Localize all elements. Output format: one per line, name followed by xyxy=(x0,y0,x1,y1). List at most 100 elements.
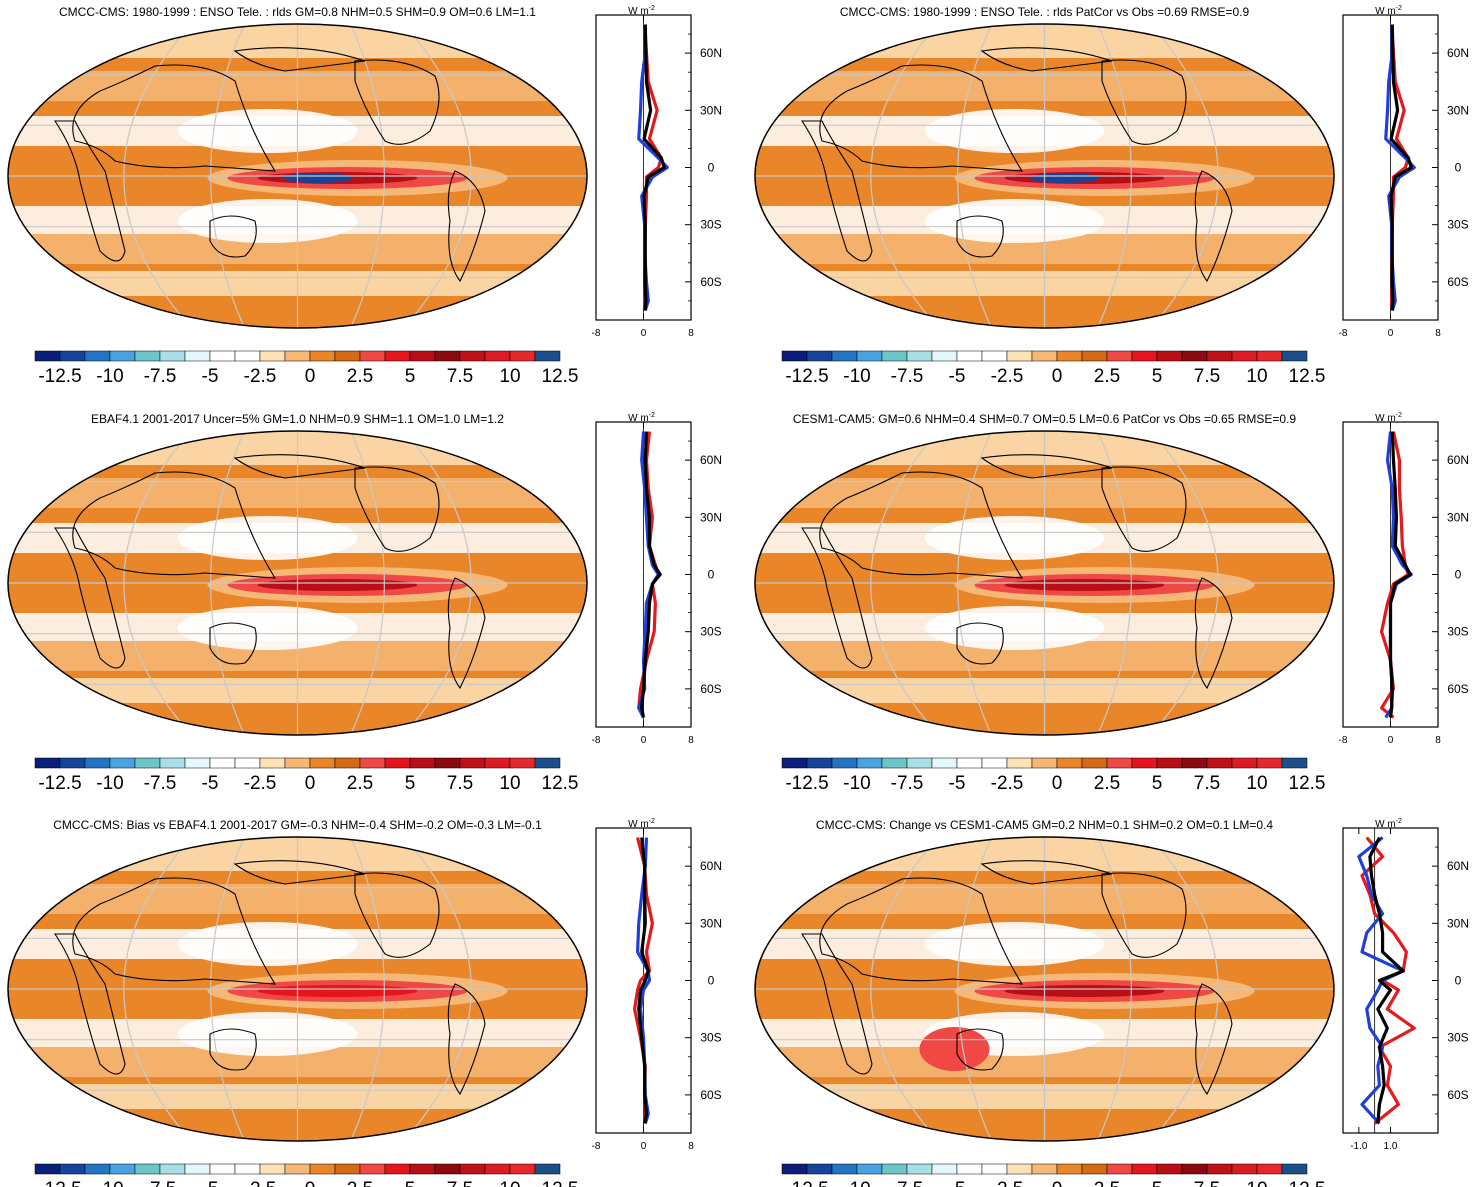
graticule-meridian xyxy=(1150,431,1219,735)
colorbar-swatch xyxy=(309,757,336,769)
graticule-meridian xyxy=(957,431,992,735)
lat-tick-label: 60N xyxy=(1447,453,1469,467)
colorbar-label: -5 xyxy=(202,773,219,794)
colorbar-swatch xyxy=(881,350,908,362)
colorbar-swatch xyxy=(459,1163,486,1175)
colorbar-label: 10 xyxy=(1246,1179,1267,1187)
colorbar-swatch xyxy=(284,1163,311,1175)
colorbar-swatch xyxy=(1006,350,1033,362)
colorbar-swatch xyxy=(209,350,236,362)
enso-anomaly-core xyxy=(257,579,418,591)
colorbar-swatch xyxy=(159,757,186,769)
colorbar-label: 12.5 xyxy=(542,773,579,794)
colorbar-swatch xyxy=(1156,757,1183,769)
graticule-meridian xyxy=(123,431,192,735)
colorbar-swatch xyxy=(1131,1163,1158,1175)
colorbar-label: -12.5 xyxy=(785,1179,828,1187)
colorbar-label: 5 xyxy=(1152,366,1163,387)
colorbar-label: 2.5 xyxy=(1094,1179,1120,1187)
zonal-mean-plot: W m-2 60N 30N 0 30S 60S -1.0 1.0 xyxy=(1342,818,1469,1152)
colorbar-swatch xyxy=(956,350,983,362)
colorbar-label: 2.5 xyxy=(347,773,373,794)
graticule-meridian xyxy=(1097,837,1132,1141)
colorbar-label: 5 xyxy=(1152,773,1163,794)
colorbar-swatch xyxy=(359,1163,386,1175)
colorbar-swatch xyxy=(459,350,486,362)
lat-tick-label: 60S xyxy=(700,1088,721,1102)
zonal-unit-label: W m-2 xyxy=(628,5,655,17)
colorbar-swatch xyxy=(384,350,411,362)
colorbar-label: 12.5 xyxy=(1289,773,1326,794)
colorbar-swatch xyxy=(309,350,336,362)
colorbar-label: -5 xyxy=(202,1179,219,1187)
coastline xyxy=(53,933,126,1075)
lat-tick-label: 0 xyxy=(1455,568,1462,582)
zonal-mean-plot: W m-2 60N 30N 0 30S 60S -8 0 8 xyxy=(1339,5,1469,339)
colorbar-label: 2.5 xyxy=(347,1179,373,1187)
colorbar-label: 12.5 xyxy=(542,1179,579,1187)
colorbar-label: 12.5 xyxy=(1289,1179,1326,1187)
colorbar-swatch xyxy=(159,350,186,362)
x-tick-label: -8 xyxy=(592,1141,601,1152)
colorbar-swatch xyxy=(1031,757,1058,769)
coastline xyxy=(819,64,1024,172)
colorbar-swatch xyxy=(534,1163,561,1175)
field-patch xyxy=(924,109,1105,153)
colorbar-swatch xyxy=(84,350,111,362)
colorbar-swatch xyxy=(384,757,411,769)
colorbar-swatch xyxy=(906,1163,933,1175)
zonal-unit-label: W m-2 xyxy=(1375,412,1402,424)
colorbar-swatch xyxy=(184,1163,211,1175)
colorbar-swatch xyxy=(1231,350,1258,362)
coastline xyxy=(956,215,1004,258)
map-boundary xyxy=(754,430,1335,736)
zonal-mean-plot: W m-2 60N 30N 0 30S 60S -8 0 8 xyxy=(592,818,722,1152)
colorbar-swatch xyxy=(334,350,361,362)
colorbar-swatch xyxy=(134,1163,161,1175)
zonal-series-black xyxy=(1389,24,1413,311)
colorbar-swatch xyxy=(881,1163,908,1175)
colorbar-swatch xyxy=(484,350,511,362)
colorbar-label: -2.5 xyxy=(991,1179,1024,1187)
lat-tick-label: 30S xyxy=(700,625,721,639)
coastline xyxy=(447,983,486,1096)
coastline xyxy=(447,170,486,283)
enso-anomaly-core xyxy=(1004,579,1165,591)
coastline xyxy=(980,454,1113,479)
colorbar-swatch xyxy=(1006,757,1033,769)
map-boundary xyxy=(7,23,588,329)
lat-tick-label: 30N xyxy=(700,510,722,524)
lat-tick-label: 30S xyxy=(1447,625,1468,639)
colorbar-swatch xyxy=(234,757,261,769)
lat-tick-label: 60N xyxy=(700,453,722,467)
colorbar-label: -12.5 xyxy=(38,366,81,387)
lat-tick-label: 0 xyxy=(1455,161,1462,175)
colorbar-label: -7.5 xyxy=(144,773,177,794)
colorbar-swatch xyxy=(159,1163,186,1175)
colorbar-swatch xyxy=(209,1163,236,1175)
graticule-meridian xyxy=(1097,24,1132,328)
zonal-series-black xyxy=(640,431,662,718)
colorbar-swatch xyxy=(284,757,311,769)
colorbar-swatch xyxy=(881,757,908,769)
enso-anomaly-core xyxy=(1004,985,1165,997)
colorbar-label: 7.5 xyxy=(447,773,473,794)
x-tick-label: 8 xyxy=(1435,328,1441,339)
colorbar-swatch xyxy=(384,1163,411,1175)
colorbar-label: -2.5 xyxy=(991,366,1024,387)
graticule-meridian xyxy=(123,837,192,1141)
graticule-meridian xyxy=(957,837,992,1141)
colorbar-label: 7.5 xyxy=(1194,366,1220,387)
colorbar-swatch xyxy=(1056,1163,1083,1175)
colorbar-label: 10 xyxy=(499,773,520,794)
colorbar-swatch xyxy=(1256,1163,1283,1175)
coastline xyxy=(354,872,440,958)
colorbar-label: 0 xyxy=(305,1179,316,1187)
coastline xyxy=(1101,872,1187,958)
graticule-meridian xyxy=(957,24,992,328)
colorbar-swatch xyxy=(484,1163,511,1175)
coastline xyxy=(1194,983,1233,1096)
x-tick-label: -8 xyxy=(1339,328,1348,339)
panel-title: CMCC-CMS: Bias vs EBAF4.1 2001-2017 GM=-… xyxy=(53,818,542,832)
coastline xyxy=(1101,59,1187,145)
